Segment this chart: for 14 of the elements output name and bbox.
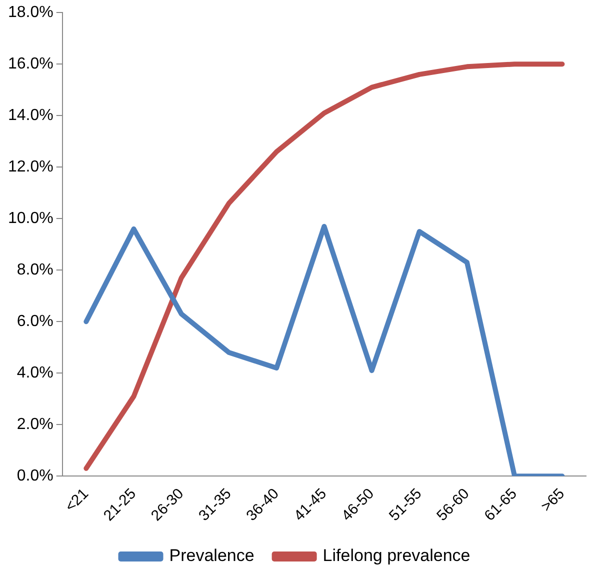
y-tick-label: 18.0% (8, 4, 54, 22)
y-tick-label: 14.0% (8, 107, 54, 124)
legend-label: Lifelong prevalence (322, 546, 470, 566)
y-tick-label: 0.0% (16, 468, 54, 485)
y-tick-label: 4.0% (16, 364, 54, 382)
y-tick-label: 16.0% (8, 56, 54, 73)
x-tick-label: >65 (538, 485, 568, 516)
y-tick-label: 12.0% (8, 158, 54, 176)
y-tick-label: 2.0% (16, 416, 54, 434)
x-tick-label: <21 (62, 485, 92, 516)
legend-label: Prevalence (169, 546, 254, 566)
y-tick-label: 10.0% (8, 210, 54, 228)
y-tick-label: 6.0% (16, 313, 54, 330)
y-tick-label: 8.0% (16, 262, 54, 279)
